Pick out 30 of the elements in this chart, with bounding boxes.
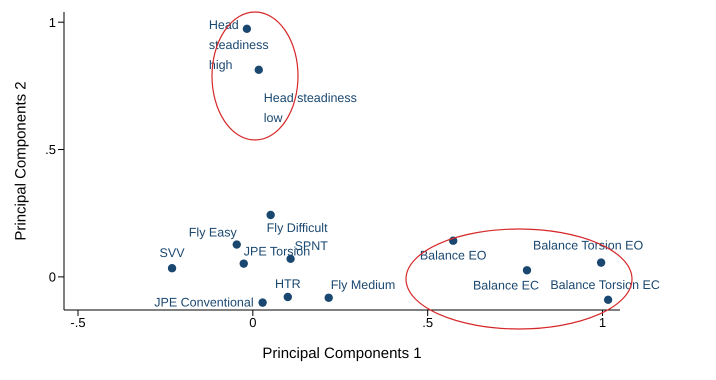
point (258, 298, 267, 307)
x-tick-label: 1 (598, 315, 606, 330)
point (232, 240, 241, 249)
point (604, 296, 612, 304)
point (168, 264, 176, 272)
annotation: JPE Conventional (154, 296, 254, 310)
y-tick-label: .5 (45, 142, 56, 158)
annotation: Fly Easy (188, 226, 238, 240)
point (254, 66, 263, 74)
annotation: HTR (274, 277, 301, 292)
annotation: SVV (160, 246, 186, 260)
point (266, 210, 275, 220)
annotation: Head steadiness low (264, 90, 357, 125)
annotation: Balance EO (420, 248, 487, 263)
x-axis-title: Principal Components 1 (262, 345, 422, 362)
annotation: Balance EC (472, 278, 539, 292)
point (596, 258, 606, 267)
point (284, 292, 292, 302)
x-tick-label: 0 (249, 315, 256, 330)
point (324, 294, 333, 302)
point (522, 266, 532, 274)
annotation: Fly Medium (330, 278, 396, 292)
point (240, 259, 248, 268)
y-tick-label: 0 (48, 270, 56, 285)
x-tick-label: .5 (422, 315, 434, 330)
annotation: Fly Difficult (266, 220, 328, 235)
point (242, 24, 252, 34)
y-tick-label: 1 (48, 14, 56, 30)
y-axis-title: Principal Components 2 (12, 81, 30, 241)
x-tick-label: -.5 (70, 315, 86, 330)
